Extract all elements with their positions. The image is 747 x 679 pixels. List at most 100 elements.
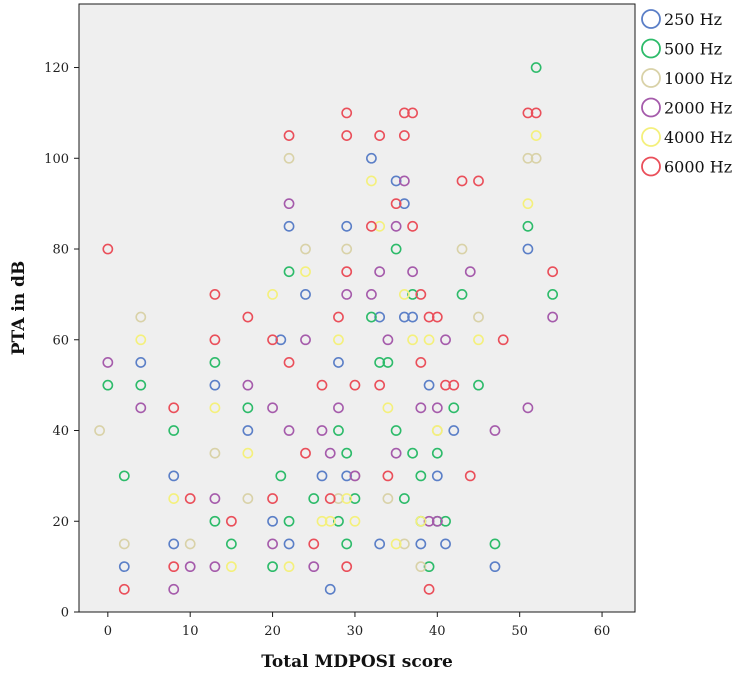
data-point (382, 334, 394, 346)
data-point (398, 288, 410, 300)
data-point (118, 538, 130, 550)
data-point (547, 311, 559, 323)
data-point (267, 402, 278, 414)
data-point (316, 425, 328, 436)
data-point (374, 130, 386, 141)
data-point (341, 107, 353, 119)
data-point (530, 107, 542, 119)
data-point (168, 402, 180, 414)
data-point (440, 379, 451, 391)
data-point (209, 357, 221, 368)
data-point (415, 538, 427, 550)
data-point (135, 334, 147, 346)
data-point (209, 334, 221, 346)
data-point (267, 334, 278, 346)
data-point (94, 425, 105, 436)
y-tick-label: 120 (44, 61, 69, 76)
data-point (341, 538, 353, 550)
data-point (489, 425, 501, 436)
data-point (341, 447, 353, 459)
x-tick-label: 20 (264, 624, 281, 639)
x-axis-title: Total MDPOSI score (261, 652, 453, 672)
x-axis: 0 10 20 30 40 50 60 (104, 612, 610, 639)
data-point (333, 425, 344, 436)
data-point (168, 538, 180, 550)
data-point (242, 447, 254, 459)
data-point (275, 334, 287, 346)
data-point (135, 379, 147, 391)
data-point (102, 379, 114, 391)
data-point (349, 379, 361, 391)
data-point (374, 220, 386, 232)
data-point (366, 220, 377, 232)
data-point (431, 470, 443, 482)
legend-marker (641, 97, 661, 118)
data-point (423, 515, 435, 527)
data-point (423, 379, 435, 391)
data-point (283, 515, 295, 527)
data-point (102, 357, 114, 368)
data-point (390, 198, 402, 210)
data-point (530, 152, 542, 164)
legend-marker (641, 156, 661, 177)
data-point (242, 402, 254, 414)
data-point (349, 493, 361, 504)
data-point (267, 288, 278, 300)
data-point (530, 130, 542, 141)
data-point (242, 379, 254, 391)
data-point (333, 493, 344, 504)
data-point (283, 538, 295, 550)
data-point (522, 107, 534, 119)
data-point (283, 220, 295, 232)
data-point (489, 561, 501, 573)
data-point (333, 334, 344, 346)
data-point (283, 425, 295, 436)
data-point (407, 334, 418, 346)
data-point (324, 493, 336, 504)
data-point (341, 470, 353, 482)
data-point (448, 379, 460, 391)
data-point (324, 447, 336, 459)
legend-label: 500 Hz (664, 40, 722, 59)
data-point (341, 493, 353, 504)
data-point (398, 538, 410, 550)
data-point (398, 107, 410, 119)
data-point (316, 470, 328, 482)
data-point (473, 334, 484, 346)
data-point (267, 515, 278, 527)
data-point (547, 288, 559, 300)
series-6000-hz (102, 107, 559, 595)
data-point (135, 402, 147, 414)
data-point (168, 493, 180, 504)
data-point (324, 583, 336, 595)
data-point (407, 447, 418, 459)
data-point (168, 425, 180, 436)
y-tick-label: 80 (52, 243, 69, 258)
data-point (473, 175, 484, 187)
data-point (407, 266, 418, 278)
data-point (390, 538, 402, 550)
data-point (168, 561, 180, 573)
data-point (308, 538, 320, 550)
data-point (242, 311, 254, 323)
data-point (341, 561, 353, 573)
data-point (398, 311, 410, 323)
data-point (407, 311, 418, 323)
data-point (440, 515, 451, 527)
data-point (135, 357, 147, 368)
data-point (473, 379, 484, 391)
data-point (168, 583, 180, 595)
legend-marker (641, 38, 661, 59)
y-tick-label: 40 (52, 424, 69, 439)
x-tick-label: 10 (182, 624, 199, 639)
y-tick-label: 100 (44, 152, 69, 167)
data-point (374, 357, 386, 368)
data-point (225, 538, 237, 550)
data-point (415, 470, 427, 482)
data-point (300, 243, 311, 255)
data-point (275, 470, 287, 482)
data-point (382, 470, 394, 482)
data-point (283, 357, 295, 368)
data-point (209, 515, 221, 527)
